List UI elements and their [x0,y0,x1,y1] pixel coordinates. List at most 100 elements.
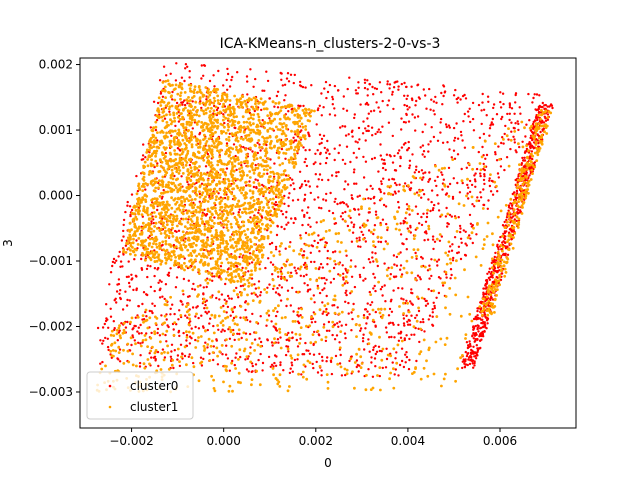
scatter-point-cluster0 [527,142,531,145]
scatter-point-cluster1 [208,218,212,221]
scatter-point-cluster1 [265,217,269,221]
scatter-point-cluster1 [264,190,267,194]
scatter-point-cluster1 [174,238,178,242]
scatter-point-cluster0 [305,183,308,187]
scatter-point-cluster1 [136,243,140,246]
scatter-point-cluster0 [472,345,475,348]
scatter-point-cluster0 [402,219,405,223]
scatter-point-cluster0 [250,292,253,295]
scatter-point-cluster0 [436,264,439,267]
scatter-point-cluster0 [472,328,475,331]
scatter-point-cluster1 [247,284,251,288]
scatter-point-cluster0 [124,326,128,329]
scatter-point-cluster0 [142,143,145,146]
scatter-point-cluster0 [493,255,496,259]
scatter-point-cluster1 [164,96,168,99]
scatter-point-cluster0 [116,283,119,286]
scatter-point-cluster0 [441,188,444,191]
scatter-point-cluster0 [283,227,286,231]
scatter-point-cluster1 [250,162,254,166]
scatter-point-cluster0 [402,120,406,124]
scatter-point-cluster0 [453,157,457,160]
scatter-point-cluster0 [548,105,551,108]
scatter-point-cluster1 [137,184,140,188]
scatter-point-cluster0 [343,188,346,191]
scatter-point-cluster0 [471,101,475,105]
scatter-point-cluster1 [226,270,229,274]
scatter-point-cluster0 [399,222,402,225]
scatter-point-cluster1 [190,211,193,215]
scatter-point-cluster0 [510,204,514,207]
scatter-point-cluster0 [450,273,453,277]
scatter-point-cluster0 [405,112,408,116]
scatter-point-cluster0 [433,113,436,116]
scatter-point-cluster0 [239,355,242,359]
scatter-point-cluster0 [226,72,230,76]
scatter-point-cluster0 [510,107,514,110]
scatter-point-cluster0 [359,245,362,248]
scatter-point-cluster1 [191,223,195,227]
scatter-point-cluster0 [284,247,287,250]
scatter-point-cluster1 [185,176,189,180]
scatter-point-cluster1 [151,164,155,167]
scatter-point-cluster0 [445,276,448,279]
scatter-point-cluster0 [393,263,396,266]
scatter-point-cluster1 [209,251,213,255]
scatter-point-cluster0 [329,281,333,284]
scatter-point-cluster0 [496,270,499,274]
scatter-point-cluster1 [227,139,231,142]
scatter-point-cluster0 [223,329,226,333]
scatter-point-cluster0 [188,163,192,167]
scatter-point-cluster0 [468,213,472,217]
scatter-point-cluster1 [253,268,257,272]
scatter-point-cluster0 [490,121,493,124]
scatter-point-cluster1 [188,194,192,198]
scatter-point-cluster0 [474,357,478,360]
scatter-point-cluster0 [260,215,263,218]
scatter-point-cluster0 [510,130,513,133]
scatter-point-cluster1 [173,143,177,146]
scatter-point-cluster0 [551,106,554,110]
scatter-point-cluster0 [380,158,384,161]
scatter-point-cluster0 [261,369,264,372]
scatter-point-cluster1 [150,198,154,202]
scatter-point-cluster0 [274,201,278,204]
scatter-point-cluster1 [280,132,284,136]
scatter-point-cluster0 [522,165,526,168]
scatter-point-cluster0 [325,156,329,160]
scatter-point-cluster1 [151,255,155,259]
scatter-point-cluster1 [252,122,255,126]
scatter-point-cluster0 [112,320,116,323]
scatter-point-cluster1 [228,99,232,102]
scatter-point-cluster0 [462,358,465,361]
scatter-point-cluster0 [188,76,191,79]
scatter-point-cluster1 [263,137,266,140]
scatter-point-cluster1 [203,153,207,157]
scatter-point-cluster0 [341,218,344,221]
scatter-point-cluster0 [420,196,423,199]
scatter-point-cluster0 [449,268,453,271]
scatter-point-cluster0 [372,272,375,276]
scatter-point-cluster0 [331,211,335,215]
scatter-point-cluster1 [164,242,168,246]
scatter-point-cluster1 [194,258,197,262]
scatter-point-cluster1 [221,214,225,218]
scatter-point-cluster0 [389,321,392,324]
scatter-point-cluster0 [479,196,483,199]
scatter-point-cluster0 [442,94,445,98]
scatter-point-cluster0 [483,173,486,176]
scatter-point-cluster0 [325,278,328,281]
scatter-point-cluster0 [423,297,426,301]
scatter-point-cluster0 [388,87,391,90]
scatter-point-cluster0 [496,172,500,175]
scatter-point-cluster0 [517,122,520,126]
scatter-point-cluster1 [187,96,190,99]
scatter-point-cluster0 [269,261,273,264]
scatter-point-cluster0 [360,230,363,234]
scatter-point-cluster0 [304,86,307,89]
scatter-point-cluster0 [292,136,295,139]
scatter-point-cluster0 [405,97,408,101]
scatter-point-cluster1 [176,92,180,96]
scatter-point-cluster0 [320,178,324,182]
scatter-point-cluster0 [367,229,371,232]
